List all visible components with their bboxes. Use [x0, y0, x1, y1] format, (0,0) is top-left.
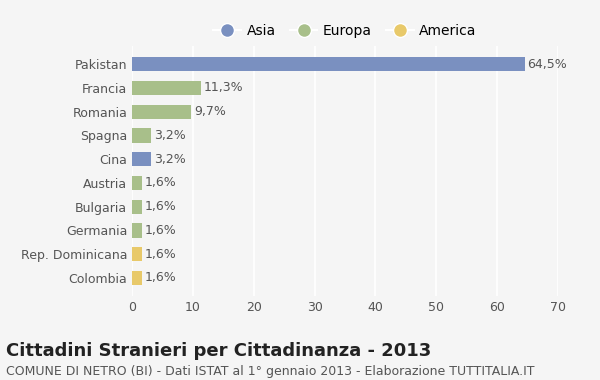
Text: 1,6%: 1,6%	[145, 200, 176, 213]
Text: COMUNE DI NETRO (BI) - Dati ISTAT al 1° gennaio 2013 - Elaborazione TUTTITALIA.I: COMUNE DI NETRO (BI) - Dati ISTAT al 1° …	[6, 365, 535, 378]
Bar	[132, 57, 524, 71]
Bar	[132, 81, 201, 95]
Legend: Asia, Europa, America: Asia, Europa, America	[209, 20, 481, 42]
Text: 1,6%: 1,6%	[145, 224, 176, 237]
Text: 3,2%: 3,2%	[155, 129, 186, 142]
Bar	[132, 200, 142, 214]
Text: 1,6%: 1,6%	[145, 271, 176, 284]
Bar	[132, 271, 142, 285]
Bar	[132, 223, 142, 238]
Text: 64,5%: 64,5%	[527, 58, 568, 71]
Bar	[132, 152, 151, 166]
Bar	[132, 247, 142, 261]
Text: 3,2%: 3,2%	[155, 153, 186, 166]
Text: 9,7%: 9,7%	[194, 105, 226, 118]
Text: 1,6%: 1,6%	[145, 176, 176, 189]
Text: Cittadini Stranieri per Cittadinanza - 2013: Cittadini Stranieri per Cittadinanza - 2…	[6, 342, 431, 360]
Text: 11,3%: 11,3%	[204, 81, 244, 94]
Bar	[132, 105, 191, 119]
Bar	[132, 176, 142, 190]
Text: 1,6%: 1,6%	[145, 248, 176, 261]
Bar	[132, 128, 151, 142]
